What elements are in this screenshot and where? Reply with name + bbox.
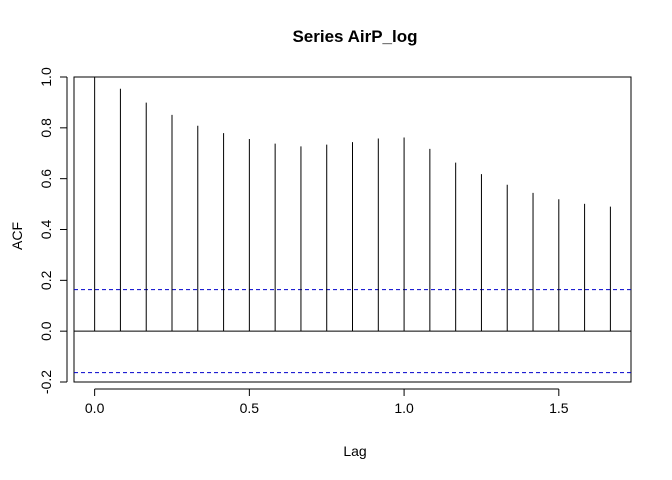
y-tick-label: 0.6 bbox=[38, 169, 54, 189]
x-tick-label: 1.5 bbox=[549, 400, 569, 416]
x-tick-label: 0.0 bbox=[85, 400, 105, 416]
plot-frame bbox=[73, 76, 632, 383]
y-tick-label: 0.2 bbox=[38, 270, 54, 290]
x-tick-label: 0.5 bbox=[240, 400, 260, 416]
y-tick-label: -0.2 bbox=[38, 370, 54, 394]
x-tick-label: 1.0 bbox=[394, 400, 414, 416]
plot-area: 0.0 0.5 1.0 1.5 -0.2 0.0 0.2 0.4 0.6 0.8 1.0 bbox=[38, 67, 632, 416]
y-tick-label: 0.4 bbox=[38, 220, 54, 240]
x-axis-label: Lag bbox=[343, 443, 366, 459]
y-tick-label: 0.0 bbox=[38, 321, 54, 341]
chart-title: Series AirP_log bbox=[292, 27, 417, 46]
y-axis-label: ACF bbox=[9, 222, 25, 250]
y-tick-label: 0.8 bbox=[38, 118, 54, 138]
y-tick-label: 1.0 bbox=[38, 67, 54, 87]
